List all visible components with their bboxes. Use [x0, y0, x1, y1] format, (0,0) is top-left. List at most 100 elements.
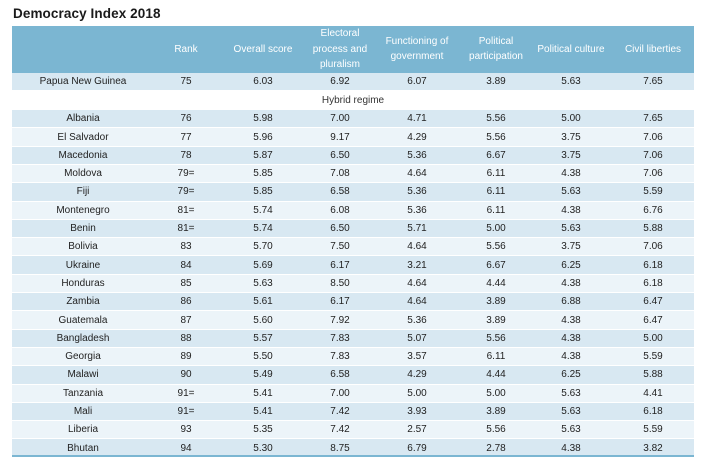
overall-score-cell: 5.85 — [218, 164, 308, 184]
political-participation-cell: 3.89 — [462, 292, 530, 312]
political-culture-cell: 4.38 — [530, 347, 612, 367]
rank-cell: 78 — [154, 146, 218, 165]
country-cell: Zambia — [12, 292, 154, 312]
civil-liberties-cell: 6.18 — [612, 274, 694, 294]
country-cell: Honduras — [12, 274, 154, 294]
column-header-political-culture: Political culture — [530, 26, 612, 73]
functioning-of-government-cell: 6.07 — [372, 72, 462, 91]
country-cell: Bangladesh — [12, 329, 154, 348]
electoral-process-cell: 6.50 — [308, 146, 372, 165]
table-row: Liberia 93 5.35 7.42 2.57 5.56 5.63 5.59 — [12, 420, 694, 440]
civil-liberties-cell: 4.41 — [612, 384, 694, 403]
rank-cell: 84 — [154, 255, 218, 275]
page-title: Democracy Index 2018 — [13, 6, 161, 21]
rank-cell: 77 — [154, 127, 218, 147]
country-cell: Guatemala — [12, 310, 154, 330]
table-row: Ukraine 84 5.69 6.17 3.21 6.67 6.25 6.18 — [12, 255, 694, 275]
table-row: Montenegro 81= 5.74 6.08 5.36 6.11 4.38 6.76 — [12, 201, 694, 220]
country-cell: El Salvador — [12, 127, 154, 147]
overall-score-cell: 5.49 — [218, 365, 308, 385]
political-participation-cell: 6.11 — [462, 164, 530, 184]
functioning-of-government-cell: 6.79 — [372, 438, 462, 458]
rank-cell: 91= — [154, 402, 218, 422]
country-cell: Albania — [12, 110, 154, 129]
table-row: Moldova 79= 5.85 7.08 4.64 6.11 4.38 7.06 — [12, 164, 694, 184]
column-header-functioning-of-government: Functioning of government — [372, 26, 462, 73]
political-participation-cell: 6.67 — [462, 255, 530, 275]
political-culture-cell: 4.38 — [530, 274, 612, 294]
civil-liberties-cell: 7.06 — [612, 164, 694, 184]
country-cell: Tanzania — [12, 384, 154, 403]
political-participation-cell: 5.00 — [462, 384, 530, 403]
overall-score-cell: 5.63 — [218, 274, 308, 294]
political-participation-cell: 6.11 — [462, 182, 530, 202]
overall-score-cell: 5.61 — [218, 292, 308, 312]
civil-liberties-cell: 7.06 — [612, 127, 694, 147]
table-row: Zambia 86 5.61 6.17 4.64 3.89 6.88 6.47 — [12, 292, 694, 312]
country-cell: Moldova — [12, 164, 154, 184]
electoral-process-cell: 9.17 — [308, 127, 372, 147]
political-participation-cell: 5.56 — [462, 110, 530, 129]
table-row: Macedonia 78 5.87 6.50 5.36 6.67 3.75 7.06 — [12, 146, 694, 165]
country-cell: Mali — [12, 402, 154, 422]
civil-liberties-cell: 7.65 — [612, 72, 694, 91]
electoral-process-cell: 7.83 — [308, 329, 372, 348]
political-culture-cell: 5.00 — [530, 110, 612, 129]
overall-score-cell: 5.35 — [218, 420, 308, 440]
electoral-process-cell: 6.17 — [308, 255, 372, 275]
political-culture-cell: 6.25 — [530, 255, 612, 275]
political-culture-cell: 5.63 — [530, 420, 612, 440]
overall-score-cell: 5.41 — [218, 384, 308, 403]
overall-score-cell: 5.98 — [218, 110, 308, 129]
electoral-process-cell: 6.17 — [308, 292, 372, 312]
civil-liberties-cell: 6.47 — [612, 310, 694, 330]
rank-cell: 76 — [154, 110, 218, 129]
section-row: Hybrid regime — [12, 90, 694, 111]
political-participation-cell: 5.56 — [462, 420, 530, 440]
overall-score-cell: 5.70 — [218, 237, 308, 257]
column-header-rank: Rank — [154, 26, 218, 73]
civil-liberties-cell: 7.65 — [612, 110, 694, 129]
political-culture-cell: 4.38 — [530, 438, 612, 458]
political-participation-cell: 4.44 — [462, 274, 530, 294]
civil-liberties-cell: 6.18 — [612, 255, 694, 275]
overall-score-cell: 5.87 — [218, 146, 308, 165]
table-row: Mali 91= 5.41 7.42 3.93 3.89 5.63 6.18 — [12, 402, 694, 422]
table-row: Papua New Guinea 75 6.03 6.92 6.07 3.89 5.63 7.… — [12, 72, 694, 91]
table-row: Tanzania 91= 5.41 7.00 5.00 5.00 5.63 4.41 — [12, 384, 694, 403]
table-row: Guatemala 87 5.60 7.92 5.36 3.89 4.38 6.47 — [12, 310, 694, 330]
political-culture-cell: 3.75 — [530, 127, 612, 147]
rank-cell: 94 — [154, 438, 218, 458]
political-culture-cell: 4.38 — [530, 201, 612, 220]
functioning-of-government-cell: 4.64 — [372, 274, 462, 294]
rank-cell: 81= — [154, 219, 218, 239]
overall-score-cell: 5.85 — [218, 182, 308, 202]
overall-score-cell: 5.60 — [218, 310, 308, 330]
electoral-process-cell: 6.08 — [308, 201, 372, 220]
civil-liberties-cell: 5.59 — [612, 420, 694, 440]
column-header-overall-score: Overall score — [218, 26, 308, 73]
functioning-of-government-cell: 5.71 — [372, 219, 462, 239]
functioning-of-government-cell: 4.29 — [372, 365, 462, 385]
rank-cell: 89 — [154, 347, 218, 367]
country-cell: Benin — [12, 219, 154, 239]
electoral-process-cell: 6.58 — [308, 182, 372, 202]
table-row: Bhutan 94 5.30 8.75 6.79 2.78 4.38 3.82 — [12, 438, 694, 458]
functioning-of-government-cell: 5.00 — [372, 384, 462, 403]
rank-cell: 87 — [154, 310, 218, 330]
overall-score-cell: 5.69 — [218, 255, 308, 275]
rank-cell: 83 — [154, 237, 218, 257]
civil-liberties-cell: 6.76 — [612, 201, 694, 220]
country-cell: Montenegro — [12, 201, 154, 220]
civil-liberties-cell: 7.06 — [612, 146, 694, 165]
table-row: El Salvador 77 5.96 9.17 4.29 5.56 3.75 7.06 — [12, 127, 694, 147]
political-participation-cell: 5.00 — [462, 219, 530, 239]
rank-cell: 91= — [154, 384, 218, 403]
civil-liberties-cell: 5.00 — [612, 329, 694, 348]
functioning-of-government-cell: 3.57 — [372, 347, 462, 367]
overall-score-cell: 5.74 — [218, 219, 308, 239]
table-bottom-rule — [12, 455, 694, 457]
political-participation-cell: 6.11 — [462, 347, 530, 367]
rank-cell: 75 — [154, 72, 218, 91]
civil-liberties-cell: 5.59 — [612, 182, 694, 202]
